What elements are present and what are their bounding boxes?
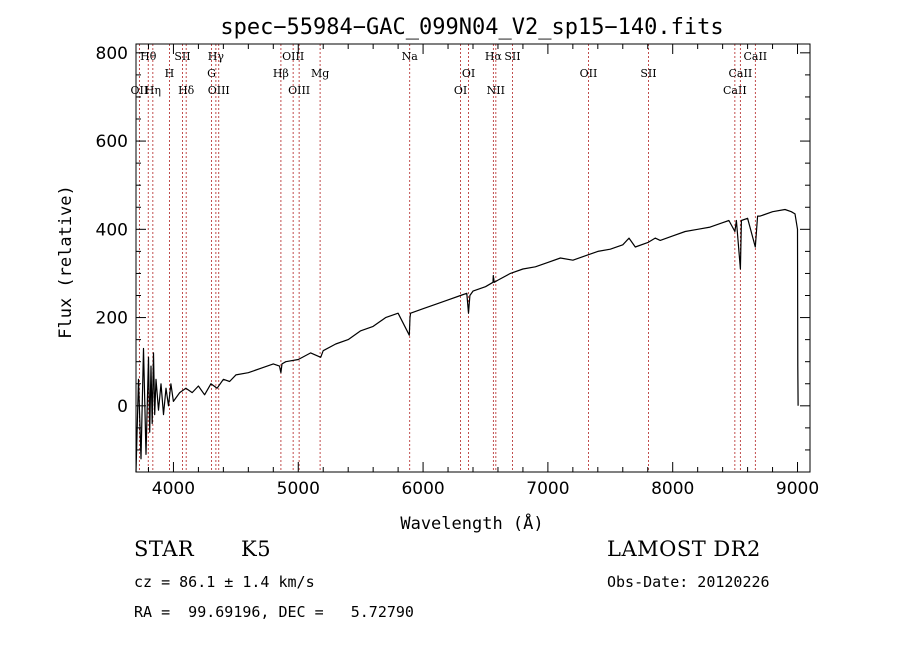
emission-line-label: OI bbox=[462, 67, 475, 80]
spectrum-line bbox=[135, 208, 799, 473]
x-axis-label: Wavelength (Å) bbox=[400, 512, 543, 534]
x-tick-label: 5000 bbox=[277, 479, 320, 499]
emission-line-label: SII bbox=[504, 50, 520, 63]
emission-line-label: Hδ bbox=[178, 84, 195, 97]
x-tick-label: 7000 bbox=[526, 479, 569, 499]
emission-line-label: SII bbox=[640, 67, 656, 80]
emission-line-label: OIII bbox=[282, 50, 304, 63]
x-tick-label: 8000 bbox=[651, 479, 694, 499]
emission-line-label: Hη bbox=[145, 84, 161, 97]
emission-line-label: NII bbox=[487, 84, 505, 97]
emission-line-label: Mg bbox=[311, 67, 329, 80]
x-tick-label: 9000 bbox=[776, 479, 819, 499]
emission-line-label: Hα bbox=[485, 50, 503, 63]
x-tick-label: 4000 bbox=[152, 479, 195, 499]
axis-ticks: 4000 5000 6000 7000 8000 9000 0 200 400 600 800 bbox=[96, 44, 820, 499]
emission-line-label: CaII bbox=[743, 50, 767, 63]
y-tick-label: 400 bbox=[96, 220, 128, 240]
emission-line-label: Na bbox=[402, 50, 419, 63]
emission-line-markers: HθOIIHηHSIIHδHγGOIIIHβOIIIOIIIMgNaOIOIHα… bbox=[131, 44, 767, 472]
emission-line-label: CaII bbox=[723, 84, 747, 97]
object-class: STAR bbox=[134, 537, 195, 561]
object-subclass: K5 bbox=[241, 537, 272, 561]
y-tick-label: 200 bbox=[96, 309, 128, 329]
y-axis-label: Flux (relative) bbox=[56, 185, 76, 339]
emission-line-label: OII bbox=[131, 84, 149, 97]
emission-line-label: Hγ bbox=[208, 50, 225, 63]
survey-name: LAMOST DR2 bbox=[607, 537, 761, 561]
emission-line-label: CaII bbox=[729, 67, 753, 80]
emission-line-label: OII bbox=[580, 67, 598, 80]
sky-coordinates: RA = 99.69196, DEC = 5.72790 bbox=[134, 603, 414, 621]
y-tick-label: 0 bbox=[117, 397, 128, 417]
emission-line-label: Hβ bbox=[273, 67, 289, 80]
y-tick-label: 600 bbox=[96, 132, 128, 152]
y-tick-label: 800 bbox=[96, 44, 128, 64]
redshift-velocity: cz = 86.1 ± 1.4 km/s bbox=[134, 573, 315, 591]
emission-line-label: SII bbox=[174, 50, 190, 63]
emission-line-label: OI bbox=[454, 84, 467, 97]
emission-line-label: H bbox=[165, 67, 175, 80]
chart-title: spec−55984−GAC_099N04_V2_sp15−140.fits bbox=[220, 15, 723, 40]
emission-line-label: OIII bbox=[208, 84, 230, 97]
emission-line-label: Hθ bbox=[140, 50, 157, 63]
emission-line-label: G bbox=[207, 67, 216, 80]
plot-frame bbox=[135, 43, 811, 473]
emission-line-label: OIII bbox=[288, 84, 310, 97]
observation-date: Obs-Date: 20120226 bbox=[607, 573, 770, 591]
x-tick-label: 6000 bbox=[401, 479, 444, 499]
